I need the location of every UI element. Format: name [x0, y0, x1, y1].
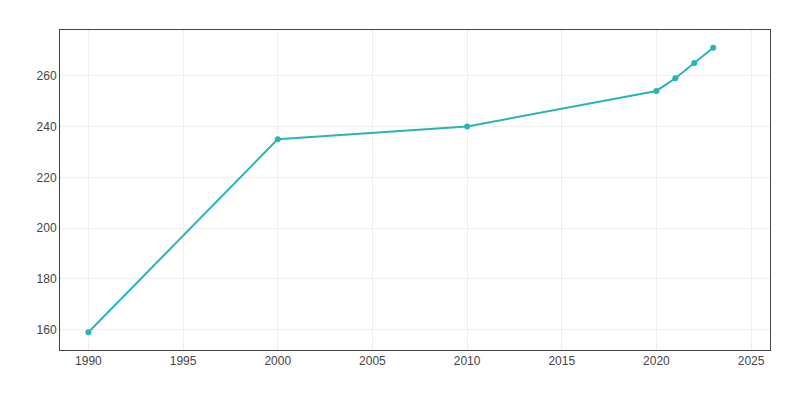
- svg-text:2025: 2025: [738, 354, 765, 368]
- svg-text:240: 240: [37, 120, 57, 134]
- svg-text:2010: 2010: [454, 354, 481, 368]
- svg-text:260: 260: [37, 69, 57, 83]
- svg-text:1995: 1995: [170, 354, 197, 368]
- svg-text:2015: 2015: [548, 354, 575, 368]
- svg-text:2000: 2000: [264, 354, 291, 368]
- svg-text:220: 220: [37, 171, 57, 185]
- svg-text:1990: 1990: [75, 354, 102, 368]
- svg-text:180: 180: [37, 272, 57, 286]
- svg-text:2005: 2005: [359, 354, 386, 368]
- svg-text:2020: 2020: [643, 354, 670, 368]
- svg-text:200: 200: [37, 221, 57, 235]
- svg-text:160: 160: [37, 323, 57, 337]
